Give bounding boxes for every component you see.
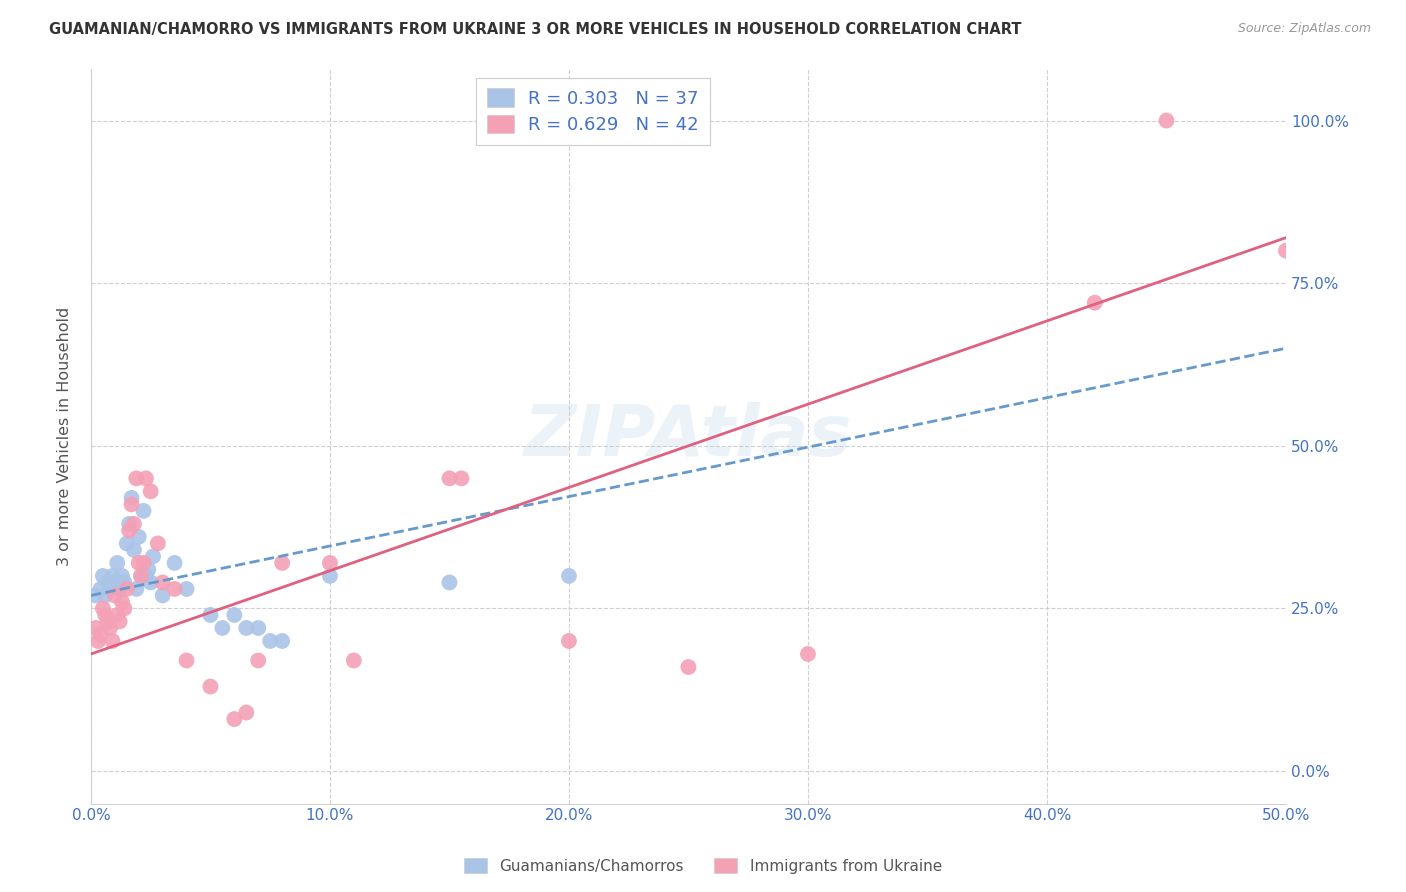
Point [132, 504, 155, 518]
Point [439, 575, 461, 590]
Point [1084, 295, 1107, 310]
Point [1275, 244, 1298, 258]
Point [450, 471, 472, 485]
Point [101, 569, 124, 583]
Point [108, 582, 131, 596]
Point [678, 660, 700, 674]
Point [343, 653, 366, 667]
Point [89, 627, 111, 641]
Point [118, 524, 141, 538]
Point [135, 471, 157, 485]
Point [125, 471, 148, 485]
Point [105, 556, 128, 570]
Point [129, 569, 152, 583]
Point [91, 569, 114, 583]
Point [125, 582, 148, 596]
Point [152, 589, 174, 603]
Point [1156, 113, 1178, 128]
Point [163, 582, 186, 596]
Point [271, 556, 294, 570]
Text: GUAMANIAN/CHAMORRO VS IMMIGRANTS FROM UKRAINE 3 OR MORE VEHICLES IN HOUSEHOLD CO: GUAMANIAN/CHAMORRO VS IMMIGRANTS FROM UK… [49, 22, 1022, 37]
Point [152, 575, 174, 590]
Point [104, 589, 127, 603]
Point [176, 653, 198, 667]
Point [121, 497, 143, 511]
Point [94, 607, 117, 622]
Point [91, 601, 114, 615]
Point [98, 582, 121, 596]
Point [797, 647, 820, 661]
Point [558, 569, 581, 583]
Point [84, 621, 107, 635]
Point [211, 621, 233, 635]
Point [259, 634, 281, 648]
Point [111, 569, 134, 583]
Point [135, 569, 157, 583]
Point [101, 634, 124, 648]
Point [176, 582, 198, 596]
Point [128, 556, 150, 570]
Point [224, 712, 246, 726]
Legend: R = 0.303   N = 37, R = 0.629   N = 42: R = 0.303 N = 37, R = 0.629 N = 42 [477, 78, 710, 145]
Text: Source: ZipAtlas.com: Source: ZipAtlas.com [1237, 22, 1371, 36]
Point [139, 484, 162, 499]
Point [139, 575, 162, 590]
Y-axis label: 3 or more Vehicles in Household: 3 or more Vehicles in Household [58, 307, 72, 566]
Legend: Guamanians/Chamorros, Immigrants from Ukraine: Guamanians/Chamorros, Immigrants from Uk… [458, 852, 948, 880]
Point [115, 536, 138, 550]
Point [122, 542, 145, 557]
Point [105, 607, 128, 622]
Point [163, 556, 186, 570]
Point [108, 615, 131, 629]
Point [235, 621, 257, 635]
Point [319, 556, 342, 570]
Point [112, 575, 135, 590]
Point [200, 680, 222, 694]
Point [224, 607, 246, 622]
Point [89, 582, 111, 596]
Point [84, 589, 107, 603]
Point [87, 634, 110, 648]
Point [98, 621, 121, 635]
Point [129, 569, 152, 583]
Point [128, 530, 150, 544]
Point [112, 601, 135, 615]
Point [118, 516, 141, 531]
Point [97, 615, 120, 629]
Point [319, 569, 342, 583]
Point [121, 491, 143, 505]
Point [132, 556, 155, 570]
Point [142, 549, 165, 564]
Point [111, 595, 134, 609]
Point [146, 536, 169, 550]
Point [558, 634, 581, 648]
Text: ZIPAtlas: ZIPAtlas [524, 401, 852, 471]
Point [136, 562, 159, 576]
Point [94, 589, 117, 603]
Point [235, 706, 257, 720]
Point [247, 621, 270, 635]
Point [104, 575, 127, 590]
Point [247, 653, 270, 667]
Point [115, 582, 138, 596]
Point [97, 575, 120, 590]
Point [439, 471, 461, 485]
Point [271, 634, 294, 648]
Point [200, 607, 222, 622]
Point [122, 516, 145, 531]
